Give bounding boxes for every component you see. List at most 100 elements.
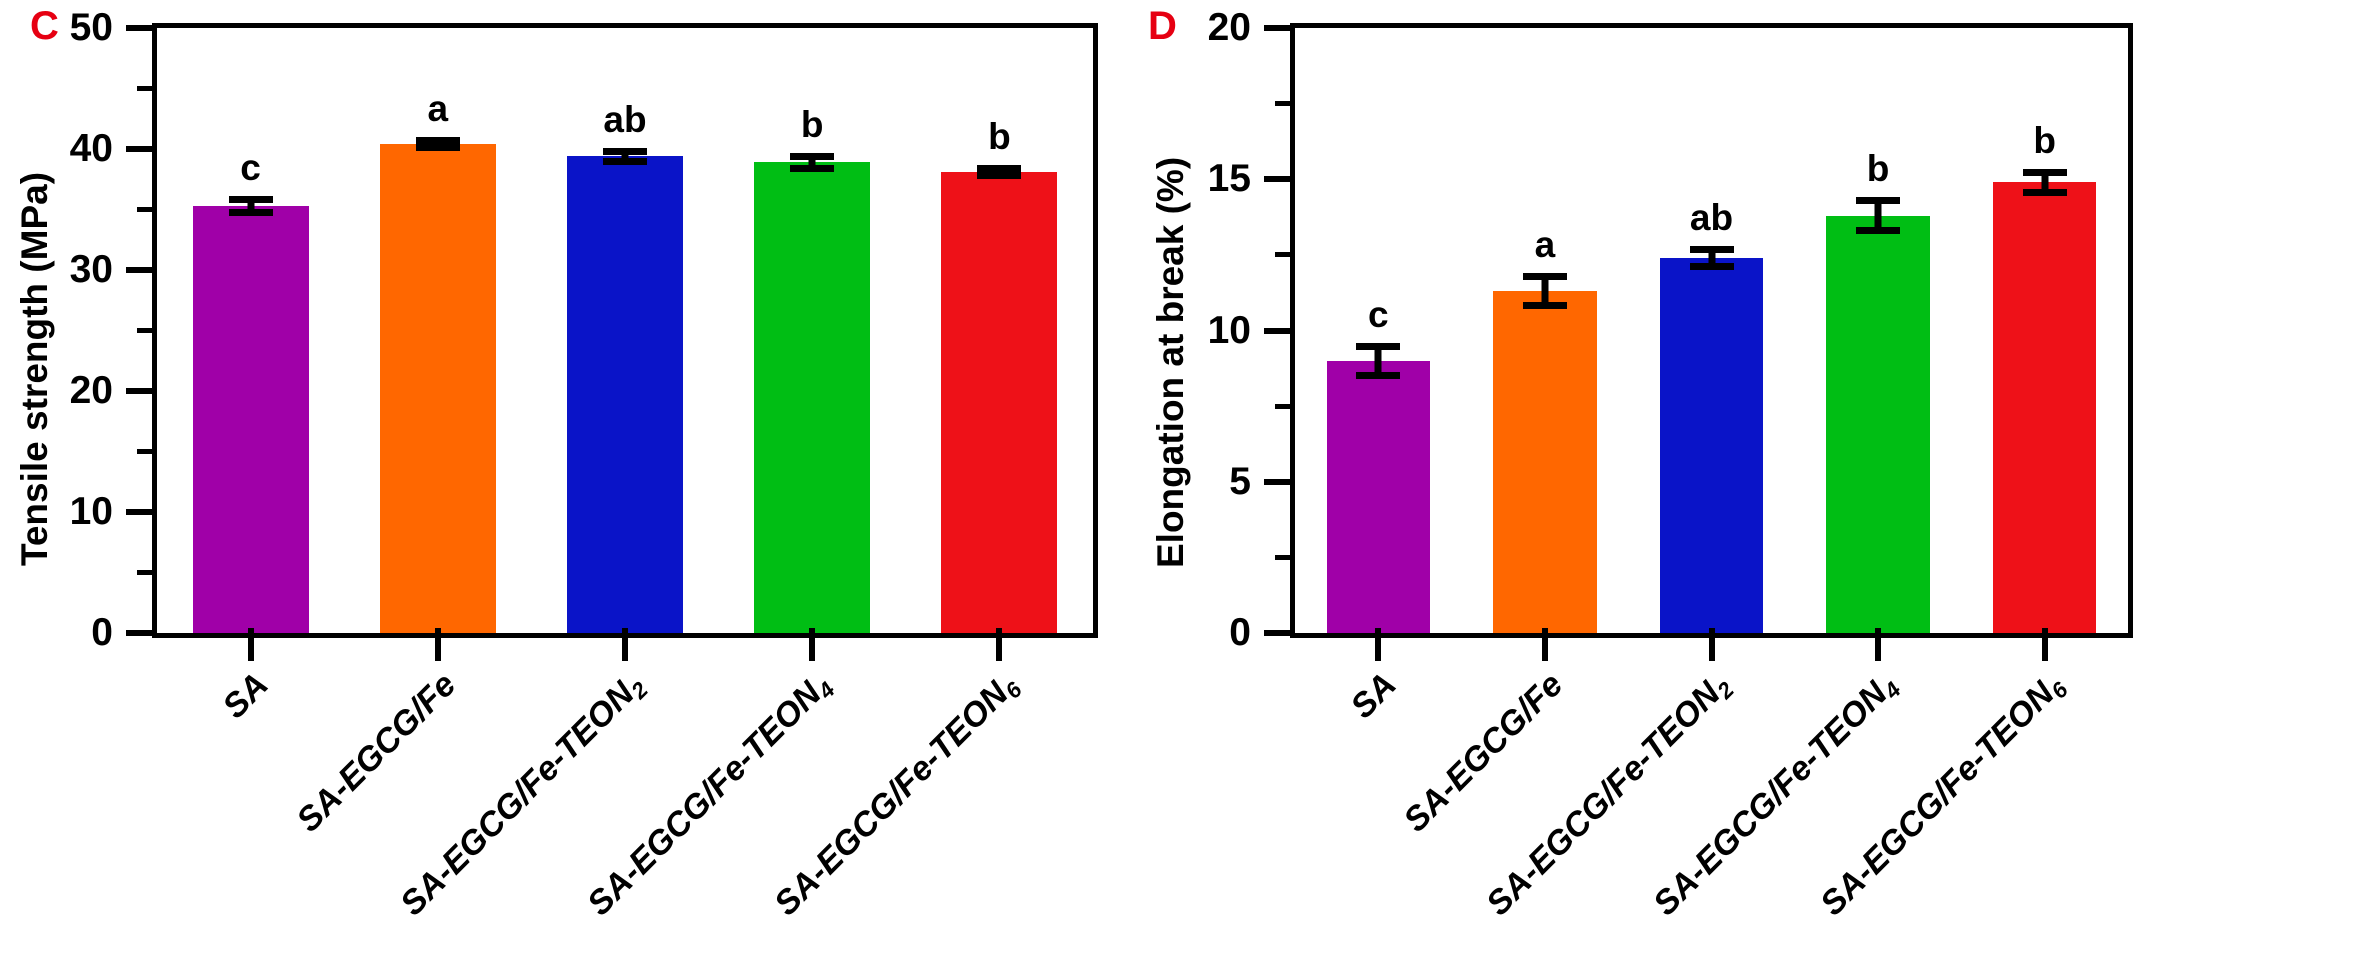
error-bar-line xyxy=(621,147,629,165)
y-tick-label: 15 xyxy=(1207,157,1251,201)
y-major-tick xyxy=(126,509,157,515)
y-tick-label: 50 xyxy=(69,6,113,49)
error-bar-cap-bottom xyxy=(977,172,1022,180)
error-bar-line xyxy=(1374,342,1382,379)
bar-sa-egcg-fe xyxy=(379,144,496,633)
y-minor-tick xyxy=(137,207,157,212)
bar-sa xyxy=(1326,360,1430,633)
x-tick xyxy=(247,628,254,661)
error-bar-cap-top xyxy=(1856,197,1901,205)
error-bar-cap-bottom xyxy=(790,165,835,172)
significance-letter: a xyxy=(427,87,449,129)
error-bar-cap-top xyxy=(977,164,1022,172)
error-bar-line xyxy=(1541,273,1549,310)
significance-letter: b xyxy=(1866,148,1890,190)
bar-sa-egcg-fe-teon4 xyxy=(1826,215,1930,633)
error-bar xyxy=(2022,168,2067,196)
y-major-tick xyxy=(126,630,157,636)
error-bar xyxy=(603,147,647,165)
significance-letter: c xyxy=(1368,293,1389,335)
error-bar xyxy=(790,152,835,172)
x-tick xyxy=(622,628,628,661)
y-minor-tick xyxy=(137,86,157,91)
error-bar-cap-bottom xyxy=(1689,263,1734,270)
error-bar-line xyxy=(1874,197,1882,234)
x-category-text: SA-EGCG/Fe xyxy=(289,665,464,840)
plot-area-c: 0 10 20 30 40 50 c SA a SA-EGCG/Fe ab SA-EGCG/Fe-TE… xyxy=(70,8,1098,923)
error-bar-cap-top xyxy=(2022,168,2067,176)
x-category-text: SA xyxy=(1343,665,1404,726)
error-bar-cap-top xyxy=(790,152,835,160)
x-tick xyxy=(1541,628,1548,661)
y-tick-label: 20 xyxy=(1207,6,1251,49)
x-tick xyxy=(809,628,816,661)
significance-letter: a xyxy=(1534,224,1556,266)
error-bar-cap-bottom xyxy=(603,157,647,165)
y-minor-tick xyxy=(1275,252,1295,258)
x-tick xyxy=(1375,628,1382,661)
error-bar-cap-bottom xyxy=(1356,371,1401,379)
error-bar-cap-top xyxy=(228,196,273,204)
y-minor-tick xyxy=(1275,403,1295,409)
error-bar-cap-top xyxy=(1522,273,1567,281)
y-major-tick xyxy=(1264,25,1295,31)
x-category-subscript: 2 xyxy=(626,677,653,704)
y-tick-label: 5 xyxy=(1229,459,1251,503)
error-bar-cap-top xyxy=(415,136,460,144)
error-bar-line xyxy=(247,196,255,216)
significance-letter: ab xyxy=(603,98,647,140)
x-category-text: SA xyxy=(215,665,277,726)
y-major-tick xyxy=(1264,478,1295,485)
error-bar xyxy=(1856,197,1901,234)
y-major-tick xyxy=(1264,327,1295,334)
error-bar-cap-bottom xyxy=(2022,188,2067,196)
x-tick xyxy=(434,628,441,661)
bar-sa-egcg-fe-teon4 xyxy=(754,162,871,633)
y-axis-title-elongation: Elongation at break (%) xyxy=(1150,156,1191,568)
x-category-subscript: 4 xyxy=(1879,677,1906,704)
significance-letter: ab xyxy=(1689,196,1734,238)
y-minor-tick xyxy=(137,570,157,575)
bar-sa-egcg-fe-teon2 xyxy=(1659,257,1764,633)
y-minor-tick xyxy=(1275,554,1295,560)
x-tick xyxy=(1708,628,1715,661)
significance-letter: b xyxy=(2033,119,2056,161)
x-category-subscript: 4 xyxy=(813,677,840,704)
error-bar-cap-bottom xyxy=(415,144,460,152)
y-tick-label: 0 xyxy=(1229,611,1251,654)
x-category-subscript: 6 xyxy=(2045,677,2073,704)
y-minor-tick xyxy=(137,449,157,454)
error-bar xyxy=(1689,245,1734,270)
y-major-tick xyxy=(126,146,157,152)
error-bar-line xyxy=(995,164,1003,180)
significance-letter: c xyxy=(240,147,261,189)
plot-area-d: 0 5 10 15 20 c SA a SA-EGCG/Fe ab SA-EGCG/Fe-TEON2… xyxy=(1208,8,2133,923)
error-bar-cap-top xyxy=(1356,342,1401,350)
x-category-subscript: 6 xyxy=(1000,677,1028,704)
error-bar-cap-bottom xyxy=(1856,226,1901,234)
x-category-text: SA-EGCG/Fe xyxy=(1396,665,1571,840)
y-axis-title-tensile-strength: Tensile strength (MPa) xyxy=(14,171,55,566)
y-major-tick xyxy=(1264,176,1295,183)
y-major-tick xyxy=(126,25,157,31)
error-bar-line xyxy=(1708,245,1715,270)
error-bar-line xyxy=(808,152,816,172)
bar-sa-egcg-fe xyxy=(1493,291,1597,633)
y-major-tick xyxy=(126,388,157,394)
x-tick xyxy=(996,628,1003,661)
x-category-subscript: 2 xyxy=(1712,677,1740,704)
error-bar xyxy=(228,196,273,216)
y-tick-label: 10 xyxy=(1207,308,1251,352)
x-tick xyxy=(1875,628,1882,661)
y-tick-label: 0 xyxy=(91,611,113,654)
error-bar-cap-top xyxy=(1689,245,1734,253)
y-tick-label: 40 xyxy=(69,127,113,170)
error-bar xyxy=(1356,342,1401,379)
error-bar-cap-top xyxy=(603,147,647,155)
error-bar-cap-bottom xyxy=(228,208,273,216)
bar-sa-egcg-fe-teon6 xyxy=(1993,182,2097,633)
error-bar-line xyxy=(2041,168,2049,196)
error-bar-line xyxy=(434,136,442,152)
significance-letter: b xyxy=(800,103,824,145)
